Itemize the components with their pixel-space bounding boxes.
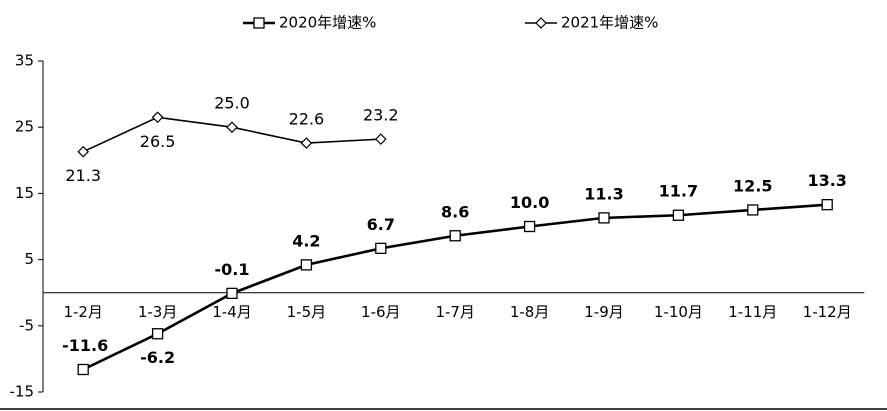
data-point <box>375 242 387 254</box>
x-tick-label: 1-11月 <box>728 303 777 321</box>
y-tick-label: 15 <box>15 184 34 202</box>
legend-marker <box>535 17 547 29</box>
value-label: 12.5 <box>733 176 772 195</box>
data-point <box>151 328 164 340</box>
value-label: 23.2 <box>363 106 399 125</box>
data-point <box>598 212 610 224</box>
y-tick-label: 25 <box>15 118 34 136</box>
data-point <box>449 230 461 242</box>
value-label: 6.7 <box>367 215 395 234</box>
data-point <box>77 145 90 158</box>
data-point <box>77 363 89 376</box>
value-label: -6.2 <box>140 348 175 367</box>
data-point <box>226 121 238 134</box>
data-point <box>821 199 833 211</box>
legend-marker <box>253 17 265 29</box>
value-label: 21.3 <box>65 166 101 185</box>
x-tick-label: 1-3月 <box>138 303 178 321</box>
x-tick-label: 1-6月 <box>361 303 401 321</box>
value-label: 25.0 <box>214 94 250 113</box>
data-point <box>300 259 313 271</box>
x-tick-label: 1-8月 <box>510 303 550 321</box>
legend-label: 2021年增速% <box>561 14 658 32</box>
value-label: -11.6 <box>62 336 108 355</box>
data-point <box>374 133 387 145</box>
x-tick-label: 1-9月 <box>584 303 624 321</box>
legend-label: 2020年增速% <box>279 14 376 32</box>
value-label: 8.6 <box>441 202 469 221</box>
x-tick-label: 1-7月 <box>435 303 475 321</box>
data-point <box>747 204 759 216</box>
y-tick-label: 35 <box>15 52 34 70</box>
value-label: 4.2 <box>292 231 320 250</box>
value-label: 22.6 <box>289 110 325 129</box>
series-line <box>82 203 828 371</box>
data-point <box>300 137 313 149</box>
data-point <box>523 220 536 233</box>
x-tick-label: 1-2月 <box>63 303 103 321</box>
x-tick-label: 1-12月 <box>803 303 852 321</box>
y-tick-label: -5 <box>19 316 34 334</box>
y-tick-label: -15 <box>10 383 35 401</box>
x-tick-label: 1-10月 <box>654 303 703 321</box>
x-tick-label: 1-4月 <box>212 303 252 321</box>
value-label: 10.0 <box>510 193 549 212</box>
y-tick-label: 5 <box>24 250 34 268</box>
value-label: -0.1 <box>215 260 250 279</box>
x-tick-label: 1-5月 <box>287 303 327 321</box>
data-point <box>672 209 685 221</box>
data-point <box>226 287 238 300</box>
data-point <box>151 111 164 124</box>
value-label: 13.3 <box>807 171 846 190</box>
value-label: 11.3 <box>584 184 623 203</box>
value-label: 11.7 <box>659 182 698 201</box>
value-label: 26.5 <box>140 132 176 151</box>
